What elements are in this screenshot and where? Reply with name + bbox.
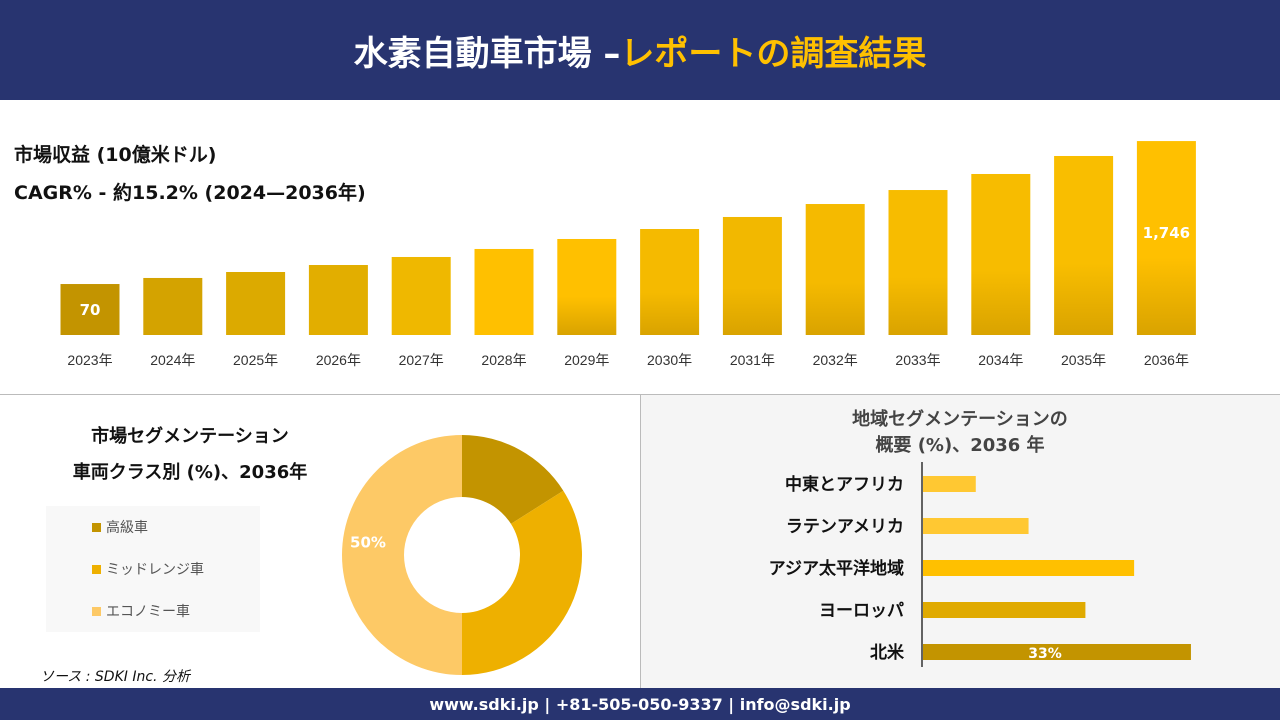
- bar-2035年: [1054, 155, 1114, 335]
- legend-label: ミッドレンジ車: [106, 562, 204, 578]
- cagr-text: CAGR% - 約15.2% (2024—2036年): [14, 182, 366, 204]
- divider: [0, 394, 1280, 395]
- bar-ラテンアメリカ: [923, 518, 1029, 534]
- legend-swatch: [92, 564, 101, 574]
- donut-slice-高級車: [462, 435, 564, 524]
- bar-2025年: [226, 272, 286, 335]
- bar-2024年: [143, 277, 203, 335]
- legend-label: エコノミー車: [106, 604, 190, 620]
- bar-2026年: [308, 265, 368, 335]
- region-subtitle: 概要 (%)、2036 年: [875, 435, 1045, 456]
- revenue-title: 市場収益 (10億米ドル): [14, 144, 217, 166]
- source-note: ソース : SDKI Inc. 分析: [40, 669, 190, 685]
- legend-item: エコノミー車: [92, 601, 190, 621]
- legend-label: 高級車: [106, 520, 148, 536]
- bar-2032年: [805, 204, 865, 335]
- region-panel: [640, 395, 1280, 688]
- bar-2030年: [640, 229, 700, 335]
- legend: [46, 506, 260, 632]
- data-label: 33%: [1028, 646, 1062, 662]
- x-tick-label: 2029年: [564, 352, 609, 368]
- legend-swatch: [92, 606, 101, 616]
- footer-contact: www.sdki.jp | +81-505-050-9337 | info@sd…: [0, 688, 1280, 720]
- title: 水素自動車市場 –: [353, 33, 621, 74]
- bar-2031年: [722, 216, 782, 335]
- bar-2023年: [60, 284, 120, 335]
- bar-2028年: [474, 248, 534, 335]
- region-title: 地域セグメンテーションの: [852, 409, 1068, 430]
- bar-2029年: [557, 238, 617, 335]
- x-tick-label: 2034年: [978, 352, 1023, 368]
- x-tick-label: 2025年: [233, 352, 278, 368]
- donut-slice-エコノミー車: [342, 435, 462, 675]
- y-tick-label: 中東とアフリカ: [785, 474, 904, 495]
- donut-slice-ミッドレンジ車: [462, 490, 582, 675]
- header: 水素自動車市場 – レポートの調査結果: [0, 0, 1280, 100]
- x-tick-label: 2032年: [813, 352, 858, 368]
- x-tick-label: 2033年: [895, 352, 940, 368]
- bar-2033年: [888, 190, 948, 335]
- segment-subtitle: 車両クラス別 (%)、2036年: [72, 462, 308, 483]
- x-tick-label: 2030年: [647, 352, 692, 368]
- data-label: 50%: [350, 534, 386, 552]
- y-tick-label: アジア太平洋地域: [769, 558, 904, 579]
- segment-title: 市場セグメンテーション: [91, 426, 289, 447]
- bar-アジア太平洋地域: [923, 560, 1135, 576]
- data-label: 70: [80, 301, 101, 319]
- bar-中東とアフリカ: [923, 476, 976, 492]
- y-tick-label: 北米: [870, 642, 905, 663]
- x-tick-label: 2035年: [1061, 352, 1106, 368]
- y-tick-label: ヨーロッパ: [819, 601, 904, 621]
- x-tick-label: 2028年: [481, 352, 526, 368]
- legend-item: ミッドレンジ車: [92, 559, 204, 579]
- x-tick-label: 2026年: [316, 352, 361, 368]
- legend-swatch: [92, 522, 101, 532]
- bar-2027年: [391, 256, 451, 335]
- x-tick-label: 2036年: [1144, 352, 1189, 368]
- x-tick-label: 2023年: [67, 352, 112, 368]
- data-label: 1,746: [1143, 224, 1190, 242]
- bar-ヨーロッパ: [923, 602, 1086, 618]
- bar-北米: [923, 644, 1191, 660]
- bar-2036年: [1136, 141, 1196, 335]
- title-highlight: レポートの調査結果: [620, 33, 927, 74]
- x-tick-label: 2027年: [399, 352, 444, 368]
- x-tick-label: 2024年: [150, 352, 195, 368]
- x-tick-label: 2031年: [730, 352, 775, 368]
- legend-item: 高級車: [92, 517, 148, 537]
- bar-2034年: [971, 173, 1031, 335]
- y-tick-label: ラテンアメリカ: [786, 517, 904, 537]
